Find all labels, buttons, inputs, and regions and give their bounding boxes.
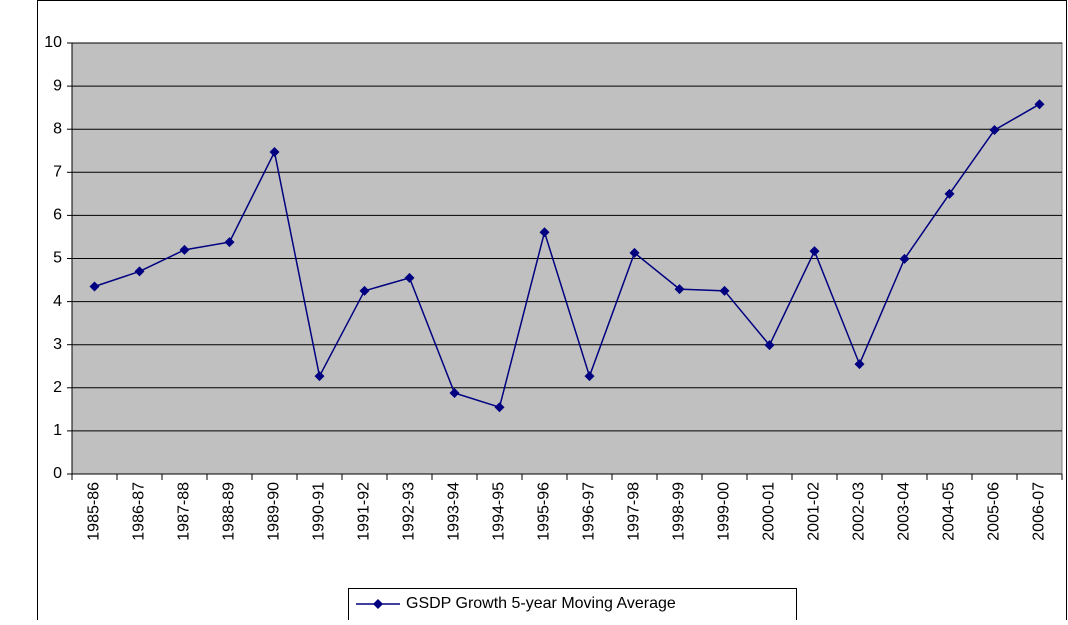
y-tick-label: 5 bbox=[53, 250, 62, 267]
data-point bbox=[629, 247, 640, 258]
x-tick-label: 2003-04 bbox=[896, 482, 913, 541]
data-point bbox=[224, 237, 235, 248]
series-line bbox=[94, 103, 1040, 409]
data-point bbox=[359, 285, 370, 296]
legend-label: GSDP Growth 5-year Moving Average bbox=[406, 595, 676, 612]
x-tick-label: 1989-90 bbox=[266, 482, 283, 541]
data-point bbox=[674, 284, 685, 295]
x-tick-label: 1995-96 bbox=[536, 482, 553, 541]
x-tick-label: 1992-93 bbox=[401, 482, 418, 541]
y-tick-label: 6 bbox=[53, 207, 62, 224]
x-tick-label: 1986-87 bbox=[131, 482, 148, 541]
data-point bbox=[494, 402, 505, 413]
legend-box bbox=[348, 588, 797, 625]
x-tick-label: 1985-86 bbox=[86, 482, 103, 541]
legend-marker bbox=[373, 599, 383, 609]
data-point bbox=[944, 188, 955, 199]
y-tick-label: 10 bbox=[44, 34, 62, 51]
x-tick-label: 1993-94 bbox=[446, 482, 463, 541]
y-tick-label: 0 bbox=[53, 465, 62, 482]
x-tick-label: 2005-06 bbox=[986, 482, 1003, 541]
data-point bbox=[134, 266, 145, 277]
y-tick-label: 8 bbox=[53, 120, 62, 137]
data-point bbox=[719, 285, 730, 296]
data-point bbox=[314, 371, 325, 382]
data-point bbox=[449, 387, 460, 398]
data-point bbox=[809, 246, 820, 257]
legend: GSDP Growth 5-year Moving Average bbox=[348, 588, 797, 625]
x-tick-label: 1998-99 bbox=[671, 482, 688, 541]
data-point bbox=[899, 253, 910, 264]
data-point bbox=[584, 371, 595, 382]
x-tick-label: 1990-91 bbox=[311, 482, 328, 541]
x-tick-label: 1987-88 bbox=[176, 482, 193, 541]
data-point bbox=[89, 281, 100, 292]
x-tick-label: 2002-03 bbox=[851, 482, 868, 541]
data-point bbox=[404, 272, 415, 283]
y-tick-label: 7 bbox=[53, 164, 62, 181]
y-tick-label: 2 bbox=[53, 379, 62, 396]
x-tick-label: 1994-95 bbox=[491, 482, 508, 541]
x-tick-label: 2006-07 bbox=[1031, 482, 1048, 541]
data-point bbox=[854, 359, 865, 370]
data-point bbox=[764, 340, 775, 351]
data-point bbox=[269, 147, 280, 158]
x-tick-label: 1999-00 bbox=[716, 482, 733, 541]
data-point bbox=[1034, 99, 1045, 110]
x-tick-label: 1988-89 bbox=[221, 482, 238, 541]
x-tick-label: 2001-02 bbox=[806, 482, 823, 541]
x-tick-label: 2004-05 bbox=[941, 482, 958, 541]
y-tick-label: 3 bbox=[53, 336, 62, 353]
x-tick-label: 1991-92 bbox=[356, 482, 373, 541]
y-tick-label: 4 bbox=[53, 293, 62, 310]
y-tick-label: 9 bbox=[53, 77, 62, 94]
x-tick-label: 1997-98 bbox=[626, 482, 643, 541]
y-tick-label: 1 bbox=[53, 422, 62, 439]
x-tick-label: 1996-97 bbox=[581, 482, 598, 541]
data-point bbox=[539, 227, 550, 238]
x-tick-label: 2000-01 bbox=[761, 482, 778, 541]
data-point bbox=[179, 244, 190, 255]
data-point bbox=[989, 125, 1000, 136]
